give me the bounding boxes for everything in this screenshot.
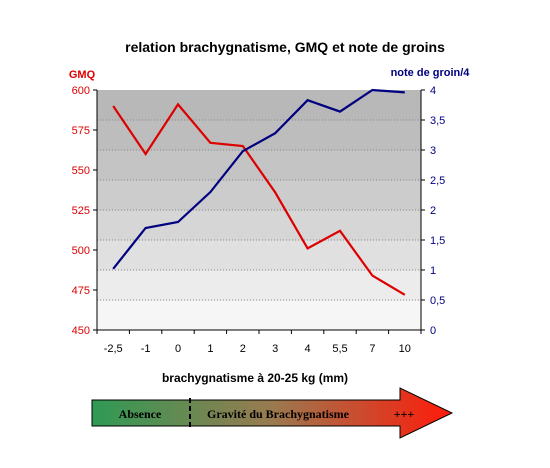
background-band — [97, 180, 421, 211]
y-right-tick-label: 0,5 — [430, 295, 445, 307]
severity-arrow: Absence Gravité du Brachygnatisme +++ — [91, 387, 454, 439]
y-right-tick-label: 3 — [430, 145, 436, 157]
y-left-tick-label: 550 — [72, 165, 90, 177]
x-tick-label: 4 — [305, 343, 311, 355]
x-axis-label: brachygnatisme à 20-25 kg (mm) — [162, 371, 348, 385]
series-note-de-groin-line — [112, 88, 405, 270]
x-tick-label: 1 — [207, 343, 213, 355]
y-left-tick-label: 475 — [72, 285, 90, 297]
x-tick-label: 3 — [272, 343, 278, 355]
background-band — [97, 240, 421, 271]
arrow-label-gravite: Gravité du Brachygnatisme — [207, 407, 350, 421]
y-right-tick-label: 1,5 — [430, 235, 445, 247]
y-right-tick-label: 4 — [430, 85, 436, 97]
x-tick-label: -1 — [141, 343, 151, 355]
y-left-tick-label: 600 — [72, 85, 90, 97]
x-tick-label: 5,5 — [332, 343, 347, 355]
y-right-tick-label: 1 — [430, 265, 436, 277]
x-tick-label: 0 — [175, 343, 181, 355]
plot-background — [97, 90, 421, 331]
x-tick-label: 10 — [399, 343, 411, 355]
x-tick-label: 7 — [369, 343, 375, 355]
x-tick-label: -2,5 — [104, 343, 123, 355]
background-band — [97, 210, 421, 241]
arrow-label-plus: +++ — [394, 407, 415, 421]
y-right-tick-label: 2 — [430, 205, 436, 217]
x-ticks: -2,5 -1 0 1 2 3 4 5,5 7 10 — [96, 330, 422, 355]
y-right-ticks: 0 0,5 1 1,5 2 2,5 3 3,5 4 — [421, 85, 445, 337]
background-band — [97, 90, 421, 121]
background-band — [97, 120, 421, 151]
y-left-tick-label: 500 — [72, 245, 90, 257]
y-right-tick-label: 0 — [430, 325, 436, 337]
arrow-label-absence: Absence — [119, 407, 162, 421]
background-band — [97, 270, 421, 301]
background-band — [97, 300, 421, 331]
severity-arrow-shape — [91, 387, 454, 439]
y-right-axis-label: note de groin/4 — [391, 67, 471, 79]
series-gmq-line — [112, 102, 406, 296]
series-lines — [112, 88, 406, 296]
y-right-tick-label: 3,5 — [430, 115, 445, 127]
background-band — [97, 150, 421, 181]
y-left-ticks: 450 475 500 525 550 575 600 — [72, 85, 97, 337]
y-left-axis-label: GMQ — [69, 69, 96, 81]
x-tick-label: 2 — [240, 343, 246, 355]
y-right-tick-label: 2,5 — [430, 175, 445, 187]
chart-title: relation brachygnatisme, GMQ et note de … — [125, 39, 445, 55]
y-left-tick-label: 450 — [72, 325, 90, 337]
y-left-tick-label: 525 — [72, 205, 90, 217]
y-left-tick-label: 575 — [72, 125, 90, 137]
grid-lines — [97, 119, 421, 301]
